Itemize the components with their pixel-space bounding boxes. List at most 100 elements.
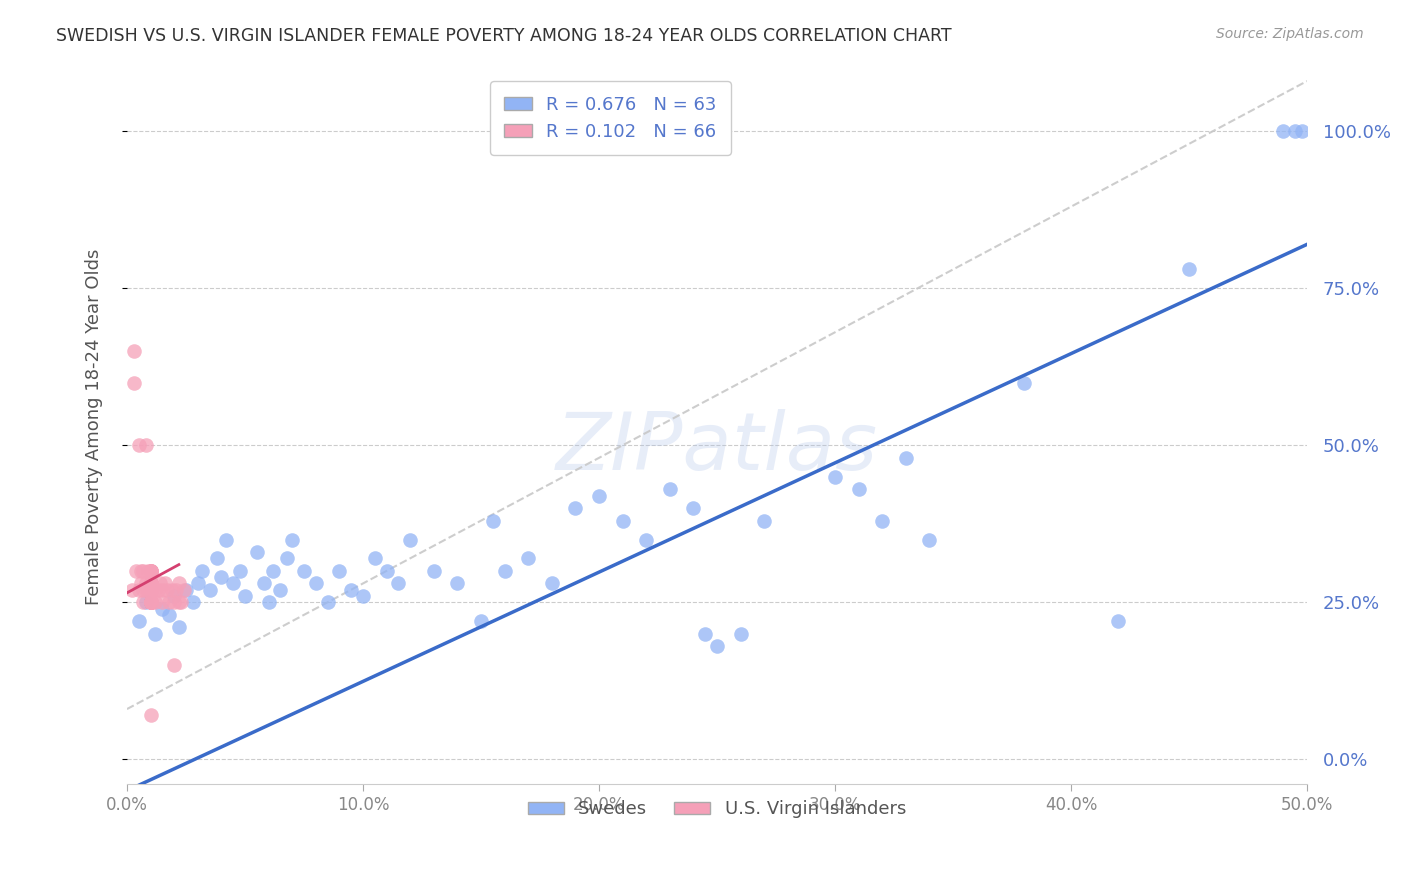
Point [340, 582, 363, 597]
Point [139, 582, 162, 597]
Point [135, 582, 157, 597]
Point [150, 582, 173, 597]
Point [139, 595, 162, 609]
Point [139, 582, 162, 597]
Point [870, 514, 893, 528]
Point [1107, 614, 1129, 628]
Point [139, 582, 162, 597]
Point [122, 344, 145, 359]
Text: ZIPatlas: ZIPatlas [555, 409, 877, 487]
Point [121, 582, 143, 597]
Point [1284, 124, 1306, 138]
Point [139, 576, 162, 591]
Point [157, 607, 180, 622]
Point [281, 533, 304, 547]
Point [375, 564, 398, 578]
Point [682, 501, 704, 516]
Point [540, 576, 562, 591]
Point [139, 595, 162, 609]
Point [730, 626, 752, 640]
Point [122, 376, 145, 390]
Point [706, 640, 728, 654]
Point [446, 576, 468, 591]
Point [139, 595, 162, 609]
Point [612, 514, 634, 528]
Point [494, 564, 516, 578]
Point [894, 450, 917, 465]
Point [328, 564, 350, 578]
Point [160, 582, 183, 597]
Point [422, 564, 444, 578]
Point [588, 489, 610, 503]
Point [229, 564, 252, 578]
Point [139, 582, 162, 597]
Point [132, 564, 155, 578]
Point [136, 564, 159, 578]
Point [143, 595, 166, 609]
Point [139, 576, 162, 591]
Point [564, 501, 586, 516]
Point [139, 582, 162, 597]
Point [695, 626, 717, 640]
Point [262, 564, 284, 578]
Point [918, 533, 941, 547]
Point [517, 551, 540, 566]
Point [399, 533, 422, 547]
Point [163, 589, 186, 603]
Point [139, 595, 162, 609]
Point [167, 595, 190, 609]
Point [481, 514, 503, 528]
Point [139, 595, 162, 609]
Point [848, 483, 870, 497]
Point [135, 595, 157, 609]
Point [253, 576, 276, 591]
Point [222, 576, 245, 591]
Point [150, 595, 173, 609]
Point [139, 564, 162, 578]
Point [269, 582, 291, 597]
Point [129, 564, 152, 578]
Point [139, 582, 162, 597]
Point [139, 595, 162, 609]
Point [163, 658, 186, 673]
Point [125, 564, 148, 578]
Point [136, 582, 159, 597]
Point [209, 570, 232, 584]
Point [754, 514, 776, 528]
Point [139, 564, 162, 578]
Point [128, 582, 150, 597]
Point [174, 582, 197, 597]
Point [139, 576, 162, 591]
Point [1291, 124, 1313, 138]
Point [139, 564, 162, 578]
Point [153, 576, 176, 591]
Point [305, 576, 328, 591]
Point [143, 626, 166, 640]
Point [167, 576, 190, 591]
Point [170, 595, 193, 609]
Point [387, 576, 409, 591]
Point [181, 595, 204, 609]
Point [128, 614, 150, 628]
Point [146, 582, 169, 597]
Point [139, 582, 162, 597]
Point [636, 533, 658, 547]
Point [149, 576, 172, 591]
Point [139, 576, 162, 591]
Point [139, 576, 162, 591]
Point [139, 582, 162, 597]
Point [139, 595, 162, 609]
Point [139, 564, 162, 578]
Y-axis label: Female Poverty Among 18-24 Year Olds: Female Poverty Among 18-24 Year Olds [86, 248, 103, 605]
Point [316, 595, 339, 609]
Point [352, 589, 374, 603]
Point [470, 614, 492, 628]
Point [139, 576, 162, 591]
Point [139, 576, 162, 591]
Point [205, 551, 228, 566]
Point [150, 601, 173, 615]
Point [139, 576, 162, 591]
Point [364, 551, 387, 566]
Point [173, 582, 195, 597]
Point [1272, 124, 1295, 138]
